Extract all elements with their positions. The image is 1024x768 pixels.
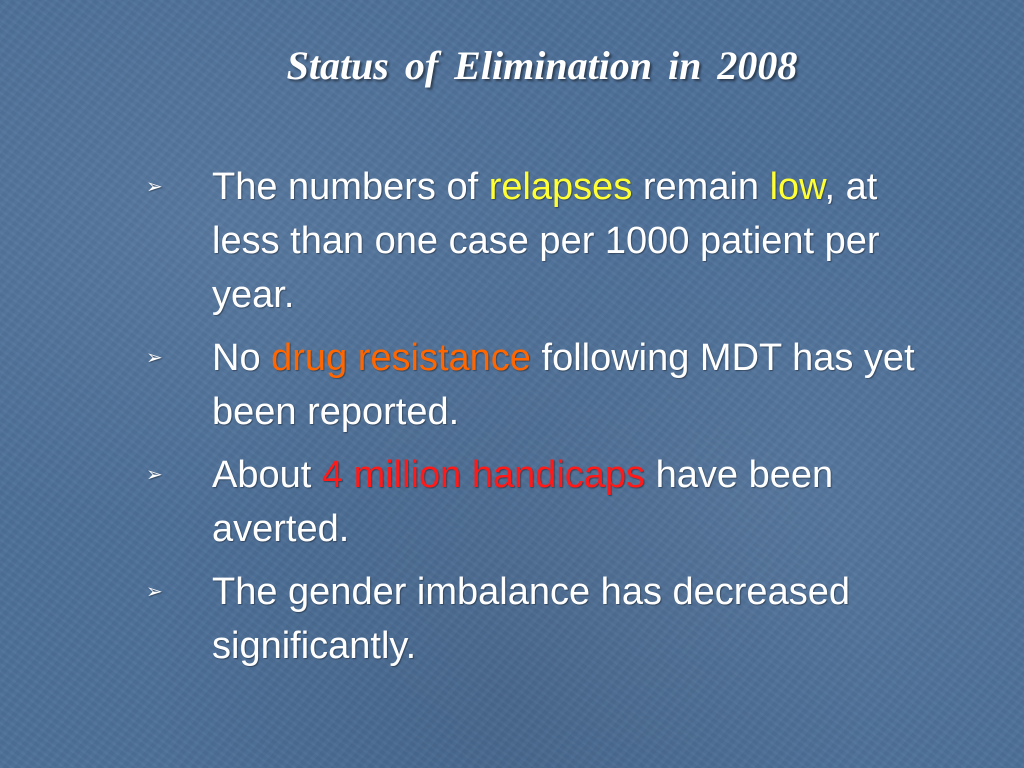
bullet-item-handicaps: ➢ About 4 million handicaps have been av… (138, 448, 938, 556)
bullet-text: No (212, 337, 272, 379)
highlight-drug-resistance: drug resistance (271, 337, 531, 379)
bullet-text: The numbers of (212, 166, 489, 208)
bullet-text: remain (632, 166, 770, 208)
bullet-text: , at less than one case per 1000 patient… (212, 166, 880, 316)
arrow-bullet-icon: ➢ (146, 176, 163, 198)
highlight-handicaps: 4 million handicaps (321, 454, 646, 496)
bullet-item-drug-resistance: ➢ No drug resistance following MDT has y… (138, 331, 938, 439)
arrow-bullet-icon: ➢ (146, 464, 163, 486)
highlight-low: low (769, 166, 825, 208)
bullet-item-gender: ➢ The gender imbalance has decreased sig… (138, 565, 938, 673)
bullet-item-relapses: ➢ The numbers of relapses remain low, at… (138, 160, 938, 322)
bullet-text: following MDT has yet been reported. (212, 337, 915, 433)
bullet-text: have been averted. (212, 454, 834, 550)
arrow-bullet-icon: ➢ (146, 347, 163, 369)
bullet-list: ➢ The numbers of relapses remain low, at… (138, 160, 938, 682)
arrow-bullet-icon: ➢ (146, 581, 163, 603)
bullet-text: About (212, 454, 322, 496)
highlight-relapses: relapses (488, 166, 633, 208)
bullet-text: The gender imbalance has decreased signi… (212, 571, 850, 667)
slide-title: Status of Elimination in 2008 (286, 43, 798, 88)
